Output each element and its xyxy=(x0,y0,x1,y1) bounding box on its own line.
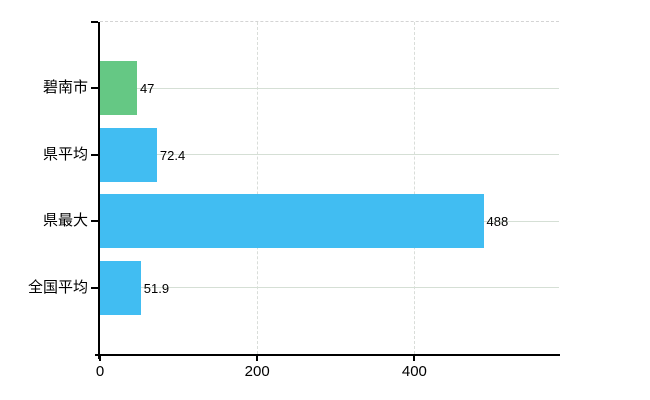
v-gridline xyxy=(257,22,259,354)
bar-value-label: 51.9 xyxy=(143,280,170,296)
bar xyxy=(100,194,484,249)
x-tick-label: 200 xyxy=(244,363,270,380)
v-gridline xyxy=(414,22,416,354)
x-tick-label: 0 xyxy=(95,363,105,380)
bar xyxy=(100,127,157,182)
bar-value-label: 47 xyxy=(139,81,155,97)
category-tick xyxy=(91,286,98,289)
h-gridline xyxy=(100,287,559,289)
y-axis-tick xyxy=(91,21,98,23)
category-tick xyxy=(91,153,98,156)
plot-top-border xyxy=(100,21,559,22)
x-tick-label: 400 xyxy=(401,363,427,380)
bar xyxy=(100,61,137,116)
bar xyxy=(100,260,141,315)
category-label: 全国平均 xyxy=(27,278,88,296)
x-axis-tick xyxy=(413,356,416,361)
plot-area xyxy=(100,22,559,354)
category-label: 県平均 xyxy=(42,145,88,163)
bar-value-label: 72.4 xyxy=(159,147,186,163)
y-axis-line xyxy=(98,22,100,359)
h-gridline xyxy=(100,154,559,156)
x-axis-tick xyxy=(256,356,259,361)
bar-value-label: 488 xyxy=(486,214,509,230)
category-label: 碧南市 xyxy=(42,79,88,97)
h-gridline xyxy=(100,87,559,89)
category-tick xyxy=(91,220,98,223)
category-tick xyxy=(91,87,98,90)
category-label: 県最大 xyxy=(42,212,88,230)
x-axis-tick xyxy=(99,356,101,361)
x-axis-line xyxy=(95,354,560,356)
